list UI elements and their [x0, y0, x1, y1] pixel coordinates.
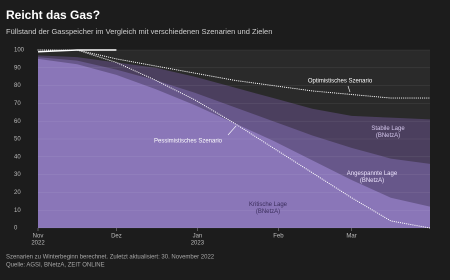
x-tick-label: Dez — [111, 234, 122, 240]
y-tick-label: 60 — [14, 119, 21, 125]
scenario-line — [37, 49, 431, 229]
y-tick-label: 70 — [14, 101, 21, 107]
chart-title: Reicht das Gas? — [6, 8, 100, 22]
y-tick-label: 100 — [14, 48, 25, 54]
y-tick-label: 80 — [14, 83, 21, 89]
y-tick-label: 90 — [14, 65, 21, 71]
y-tick-label: 0 — [14, 226, 18, 232]
series-label: Optimistisches Szenario — [308, 79, 373, 85]
chart-subtitle: Füllstand der Gasspeicher im Vergleich m… — [6, 27, 272, 36]
x-tick-label: Feb — [273, 234, 284, 240]
series-label: Stabile Lage (BNetzA) — [371, 126, 405, 139]
x-tick-year: 2023 — [191, 241, 205, 247]
y-tick-label: 50 — [14, 137, 21, 143]
y-tick-label: 30 — [14, 172, 21, 178]
leader — [227, 125, 237, 136]
source: Quelle: AGSI, BNetzA, ZEIT ONLINE — [6, 263, 105, 269]
x-tick-year: 2022 — [31, 241, 45, 247]
series-label: Pessimistisches Szenario — [154, 139, 223, 145]
y-tick-label: 10 — [14, 208, 21, 214]
series-label: Kritische Lage (BNetzA) — [249, 202, 288, 215]
x-tick-label: Jan — [193, 234, 203, 240]
y-tick-label: 20 — [14, 190, 21, 196]
area — [38, 58, 430, 229]
leader — [347, 85, 351, 93]
fill-level-line — [37, 49, 117, 53]
x-tick-label: Mar — [346, 234, 356, 240]
series-label: Angespannte Lage (BNetzA) — [347, 171, 398, 184]
footnote: Szenarien zu Winterbeginn berechnet. Zul… — [6, 255, 215, 261]
x-tick-label: Nov — [33, 234, 44, 240]
y-tick-label: 40 — [14, 154, 21, 160]
